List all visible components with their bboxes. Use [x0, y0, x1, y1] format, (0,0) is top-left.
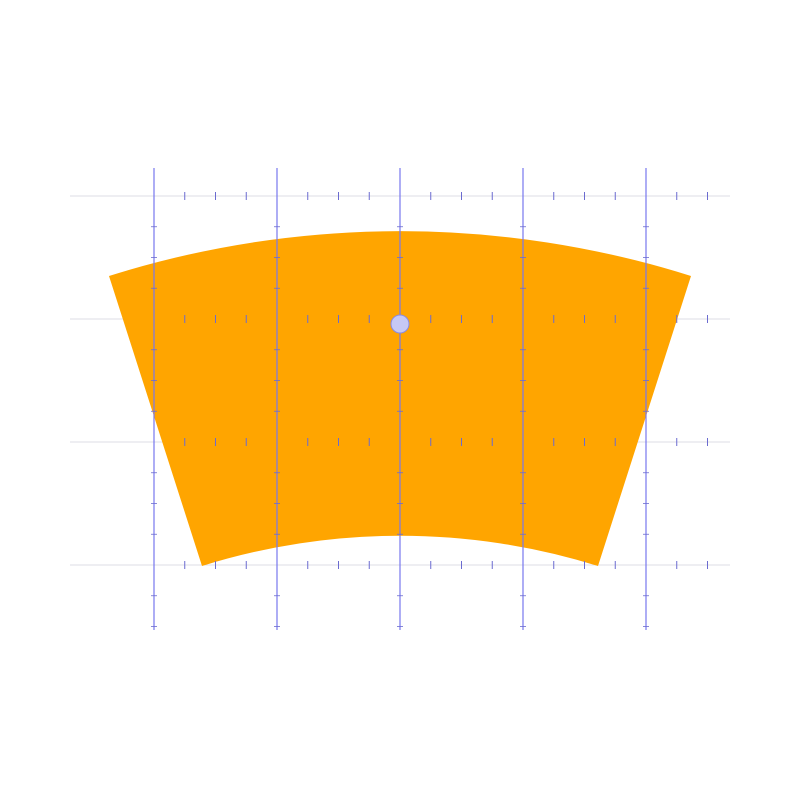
vertical-gridlines — [153, 168, 647, 630]
tick-marks — [151, 192, 708, 627]
center-marker[interactable] — [390, 314, 410, 334]
